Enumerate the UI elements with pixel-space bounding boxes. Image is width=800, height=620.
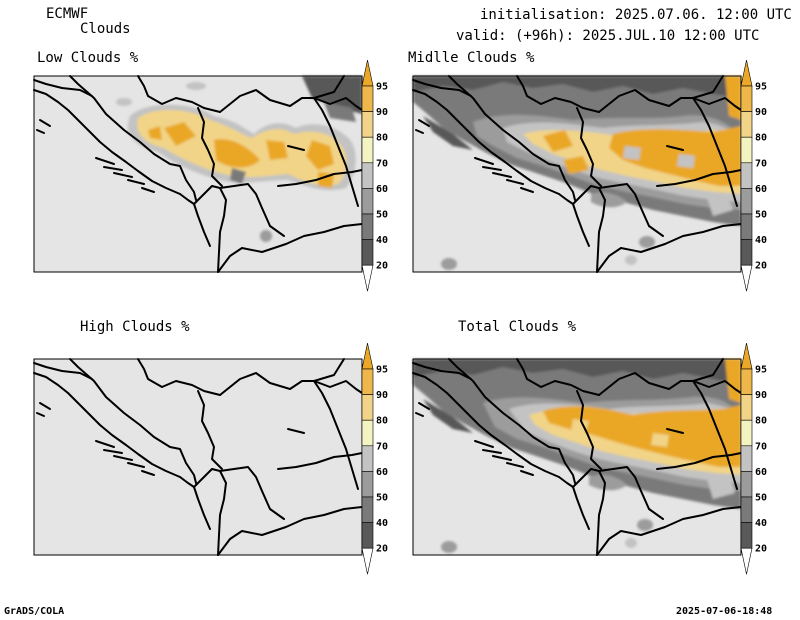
colorbar-segment: [361, 239, 374, 266]
colorbar-segment: [740, 239, 753, 266]
colorbar-segment: [361, 111, 374, 138]
colorbar-tick-label: 70: [755, 441, 767, 452]
colorbar-tick-label: 40: [755, 518, 767, 529]
colorbar-segment: [361, 162, 374, 189]
footer-timestamp: 2025-07-06-18:48: [676, 606, 773, 617]
colorbar-tick-label: 50: [376, 493, 388, 504]
colorbar-top-triangle: [361, 59, 374, 87]
colorbar-tick-label: 40: [376, 235, 388, 246]
colorbar-segment: [361, 213, 374, 240]
colorbar-tick-label: 90: [755, 107, 767, 118]
colorbar-tick-label: 20: [755, 544, 767, 555]
colorbar-segment: [740, 162, 753, 189]
colorbar-tick-label: 50: [755, 210, 767, 221]
colorbar-tick-label: 95: [755, 365, 767, 376]
colorbar-tick-label: 80: [376, 416, 388, 427]
colorbar-segment: [361, 522, 374, 549]
colorbar-segment: [740, 419, 753, 447]
colorbar-tick-label: 20: [376, 544, 388, 555]
colorbar-segment: [361, 188, 374, 215]
colorbar-tick-label: 70: [376, 158, 388, 169]
colorbar-tick-label: 50: [755, 493, 767, 504]
colorbar-tick-label: 40: [376, 518, 388, 529]
colorbar-tick-label: 70: [376, 441, 388, 452]
colorbar-top-triangle: [740, 59, 753, 87]
colorbar-bottom-triangle: [740, 547, 753, 575]
colorbar-segment: [361, 85, 374, 112]
model-name: ECMWF: [46, 6, 89, 22]
colorbar-tick-label: 95: [755, 82, 767, 93]
colorbar-low: 95 90 80 70 60 50 40 20: [361, 59, 388, 292]
middle-cloud-field: [413, 76, 741, 270]
panel-title-total: Total Clouds %: [458, 319, 577, 335]
colorbar-segment: [740, 471, 753, 498]
colorbar-bottom-triangle: [361, 547, 374, 575]
map-panel-low: [33, 75, 363, 273]
colorbar-segment: [361, 394, 374, 421]
colorbar-segment: [740, 445, 753, 472]
colorbar-segment: [740, 522, 753, 549]
map-panel-high: [33, 358, 363, 556]
map-panel-middle: [412, 75, 742, 273]
low-cloud-field: [116, 76, 362, 242]
colorbar-tick-label: 60: [755, 467, 767, 478]
colorbar-top-triangle: [361, 342, 374, 370]
colorbar-segment: [740, 394, 753, 421]
colorbar-segment: [361, 445, 374, 472]
colorbar-segment: [740, 85, 753, 112]
colorbar-segment: [740, 496, 753, 523]
map-panel-total: [412, 358, 742, 556]
colorbar-bottom-triangle: [740, 264, 753, 292]
colorbar-tick-label: 90: [376, 107, 388, 118]
colorbar-tick-label: 95: [376, 365, 388, 376]
colorbar-segment: [361, 419, 374, 447]
colorbar-tick-label: 95: [376, 82, 388, 93]
colorbar-top-triangle: [740, 342, 753, 370]
colorbar-segment: [740, 188, 753, 215]
colorbar-segment: [740, 111, 753, 138]
colorbar-tick-label: 70: [755, 158, 767, 169]
colorbar-tick-label: 60: [755, 184, 767, 195]
colorbar-middle: 95 90 80 70 60 50 40 20: [740, 59, 767, 292]
colorbar-segment: [361, 496, 374, 523]
colorbar-high: 95 90 80 70 60 50 40 20: [361, 342, 388, 575]
colorbar-segment: [740, 136, 753, 164]
panel-title-low: Low Clouds %: [37, 50, 139, 66]
initialisation-time: initialisation: 2025.07.06. 12:00 UTC: [480, 7, 792, 23]
colorbar-segment: [740, 213, 753, 240]
colorbar-segment: [361, 368, 374, 395]
colorbar-segment: [361, 471, 374, 498]
colorbar-tick-label: 20: [376, 261, 388, 272]
colorbar-tick-label: 80: [755, 416, 767, 427]
product-name: Clouds: [80, 21, 131, 37]
colorbar-tick-label: 80: [755, 133, 767, 144]
colorbar-bottom-triangle: [361, 264, 374, 292]
colorbar-tick-label: 60: [376, 184, 388, 195]
colorbar-tick-label: 90: [755, 390, 767, 401]
colorbar-tick-label: 50: [376, 210, 388, 221]
colorbar-tick-label: 40: [755, 235, 767, 246]
valid-time: valid: (+96h): 2025.JUL.10 12:00 UTC: [456, 28, 760, 44]
colorbar-tick-label: 80: [376, 133, 388, 144]
colorbar-tick-label: 60: [376, 467, 388, 478]
colorbar-tick-label: 20: [755, 261, 767, 272]
colorbar-tick-label: 90: [376, 390, 388, 401]
colorbar-total: 95 90 80 70 60 50 40 20: [740, 342, 767, 575]
panel-title-middle: Midlle Clouds %: [408, 50, 535, 66]
panel-title-high: High Clouds %: [80, 319, 190, 335]
colorbar-segment: [740, 368, 753, 395]
footer-credit: GrADS/COLA: [4, 606, 65, 617]
colorbar-segment: [361, 136, 374, 164]
